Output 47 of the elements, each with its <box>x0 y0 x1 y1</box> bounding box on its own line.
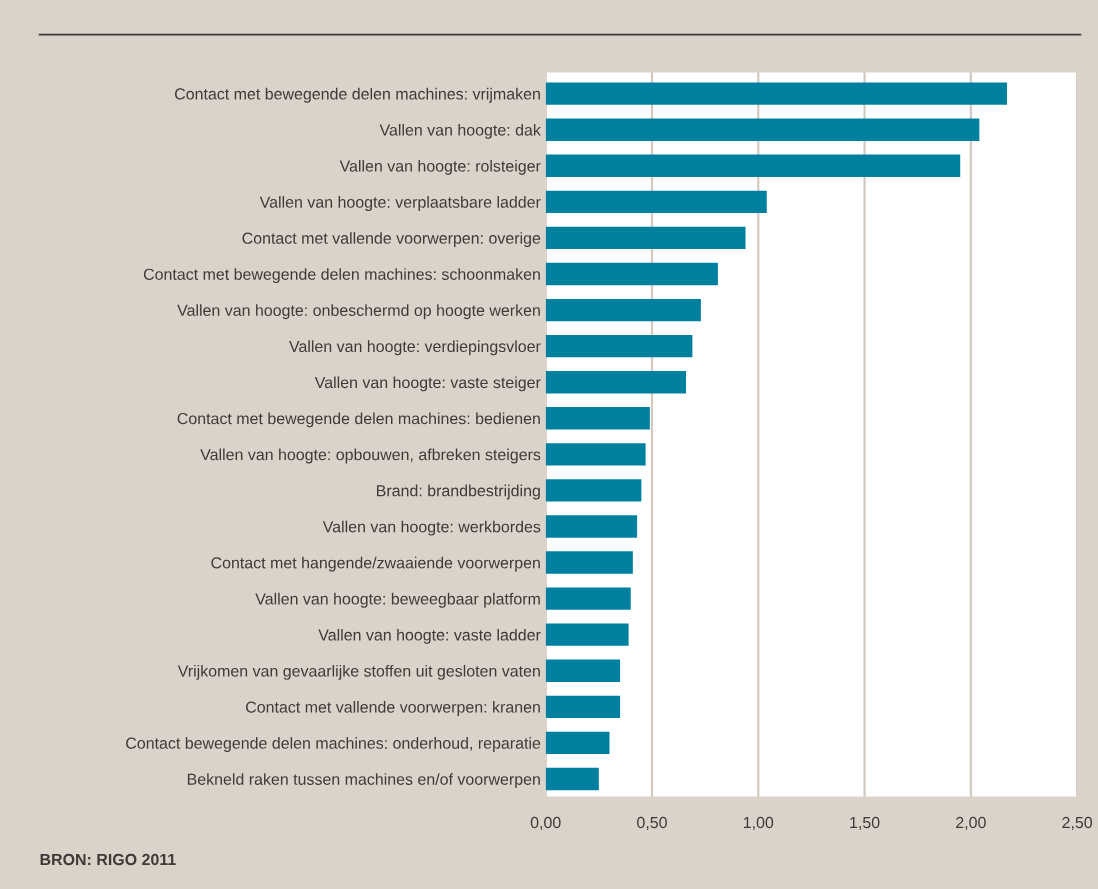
y-tick-label: Vallen van hoogte: vaste ladder <box>318 628 541 644</box>
bar <box>545 190 767 214</box>
y-tick-label: Vallen van hoogte: vaste steiger <box>314 376 541 392</box>
bar <box>545 262 718 286</box>
x-tick-label: 1,00 <box>743 816 774 831</box>
y-tick-label: Vallen van hoogte: dak <box>379 123 541 139</box>
bar <box>545 659 621 682</box>
y-tick-label: Vallen van hoogte: opbouwen, afbreken steigers <box>200 448 541 464</box>
y-tick-label: Contact met vallende voorwerpen: overige <box>242 232 541 248</box>
bar <box>545 82 1007 105</box>
y-tick-label: Contact met hangende/zwaaiende voorwerpen <box>211 556 540 572</box>
bar <box>545 226 746 250</box>
y-tick-label: Contact met vallende voorwerpen: kranen <box>246 701 540 716</box>
x-tick-label: 2,00 <box>956 816 986 831</box>
y-tick-label: Vallen van hoogte: werkbordes <box>322 520 541 536</box>
bar <box>545 334 693 358</box>
y-tick-label: Vallen van hoogte: rolsteiger <box>339 160 541 175</box>
x-tick-label: 2,50 <box>1062 816 1093 831</box>
x-tick-label: 1,50 <box>850 816 880 831</box>
bar <box>545 623 629 646</box>
y-tick-label: Vallen van hoogte: beweegbaar platform <box>255 592 540 608</box>
bar <box>545 731 610 755</box>
bar <box>545 371 686 394</box>
bar <box>545 587 631 610</box>
bar <box>545 767 599 791</box>
bar <box>545 479 642 502</box>
bar <box>545 515 638 538</box>
bar <box>545 695 621 718</box>
y-tick-label: Vallen van hoogte: onbeschermd op hoogte werken <box>177 304 540 320</box>
y-tick-label: Bekneld raken tussen machines en/of voorwerpen <box>187 773 540 789</box>
text: BRON: RIGO 2011 <box>40 853 176 866</box>
bar <box>545 298 701 322</box>
bar <box>545 407 650 430</box>
y-tick-label: Vallen van hoogte: verplaatsbare ladder <box>259 196 541 211</box>
bar <box>545 551 633 574</box>
bar <box>545 443 646 466</box>
bar <box>545 154 961 177</box>
y-tick-label: Contact met bewegende delen machines: vrijmaken <box>175 87 540 103</box>
y-tick-label: Vrijkomen van gevaarlijke stoffen uit gesloten vaten <box>177 664 540 680</box>
y-tick-label: Vallen van hoogte: verdiepingsvloer <box>289 340 541 356</box>
x-tick-label: 0,00 <box>530 816 561 831</box>
y-tick-label: Brand: brandbestrijding <box>377 484 540 500</box>
x-tick-label: 0,50 <box>637 816 667 831</box>
bar <box>545 118 980 141</box>
y-tick-label: Contact met bewegende delen machines: bedienen <box>177 412 540 428</box>
y-tick-label: Contact bewegende delen machines: onderhoud, reparatie <box>126 737 541 752</box>
y-tick-label: Contact met bewegende delen machines: schoonmaken <box>143 268 540 284</box>
